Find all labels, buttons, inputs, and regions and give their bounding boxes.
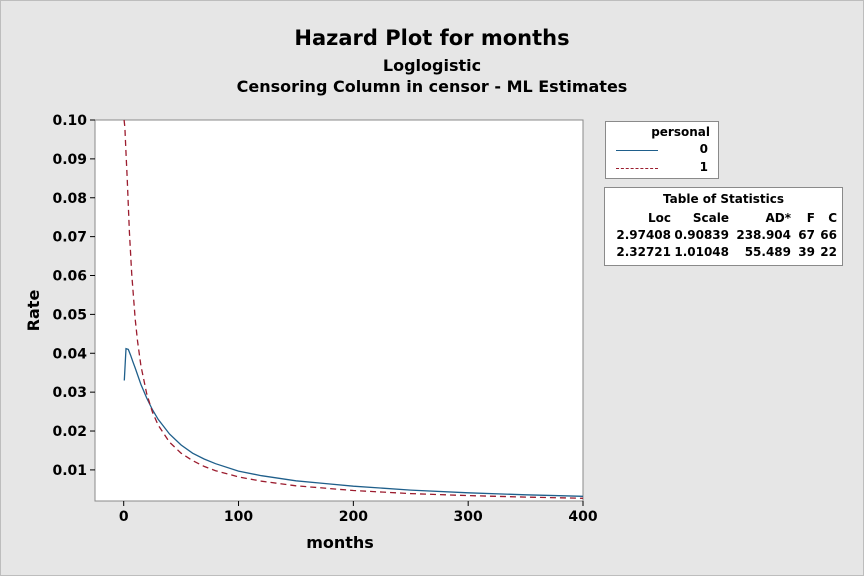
- legend: personal 0 1: [605, 121, 719, 179]
- x-tick-label: 400: [568, 509, 597, 525]
- y-tick-label: 0.04: [52, 346, 87, 362]
- legend-item-1: 1: [606, 160, 718, 176]
- statistics-table-title: Table of Statistics: [663, 192, 784, 206]
- header-c: C: [828, 210, 837, 225]
- y-tick-label: 0.10: [52, 113, 87, 129]
- y-tick-label: 0.03: [52, 385, 87, 401]
- statistics-header-row: Loc Scale AD* F C: [613, 209, 837, 226]
- cell-ad: 55.489: [744, 244, 791, 259]
- header-f: F: [806, 210, 815, 225]
- table-row: 2.97408 0.90839 238.904 67 66: [613, 226, 837, 243]
- cell-c: 66: [820, 227, 837, 242]
- cell-c: 22: [820, 244, 837, 259]
- legend-label-1: 1: [699, 160, 708, 174]
- series-line-0: [123, 347, 584, 497]
- header-loc: Loc: [647, 210, 671, 225]
- x-tick-label: 300: [454, 509, 483, 525]
- legend-swatch-1: [616, 168, 658, 169]
- y-tick-label: 0.09: [52, 152, 87, 168]
- y-tick-label: 0.05: [52, 307, 87, 323]
- y-tick-label: 0.02: [52, 424, 87, 440]
- cell-f: 67: [798, 227, 815, 242]
- x-tick-label: 100: [224, 509, 253, 525]
- chart-subtitle: Loglogistic: [382, 56, 482, 75]
- y-tick-label: 0.01: [52, 463, 87, 479]
- cell-loc: 2.97408: [616, 227, 671, 242]
- x-axis-title: months: [306, 533, 374, 552]
- legend-title: personal: [651, 125, 710, 139]
- legend-swatch-0: [616, 150, 658, 151]
- legend-label-0: 0: [699, 142, 708, 156]
- cell-ad: 238.904: [736, 227, 791, 242]
- y-axis-title: Rate: [24, 290, 43, 332]
- cell-loc: 2.32721: [616, 244, 671, 259]
- header-scale: Scale: [692, 210, 729, 225]
- cell-scale: 1.01048: [674, 244, 729, 259]
- statistics-table: Table of Statistics Loc Scale AD* F C 2.…: [604, 187, 843, 266]
- y-tick-label: 0.06: [52, 269, 87, 285]
- plot-area: [94, 119, 584, 502]
- y-tick-label: 0.07: [52, 230, 87, 246]
- series-line-1: [123, 119, 584, 499]
- chart-subtitle-censoring: Censoring Column in censor - ML Estimate…: [236, 77, 628, 96]
- cell-scale: 0.90839: [674, 227, 729, 242]
- y-tick-label: 0.08: [52, 191, 87, 207]
- cell-f: 39: [798, 244, 815, 259]
- chart-title: Hazard Plot for months: [294, 26, 570, 50]
- legend-item-0: 0: [606, 142, 718, 158]
- statistics-grid: Loc Scale AD* F C 2.97408 0.90839 238.90…: [613, 209, 837, 260]
- header-ad: AD*: [765, 210, 791, 225]
- x-tick-label: 0: [119, 509, 129, 525]
- x-tick-label: 200: [339, 509, 368, 525]
- table-row: 2.32721 1.01048 55.489 39 22: [613, 243, 837, 260]
